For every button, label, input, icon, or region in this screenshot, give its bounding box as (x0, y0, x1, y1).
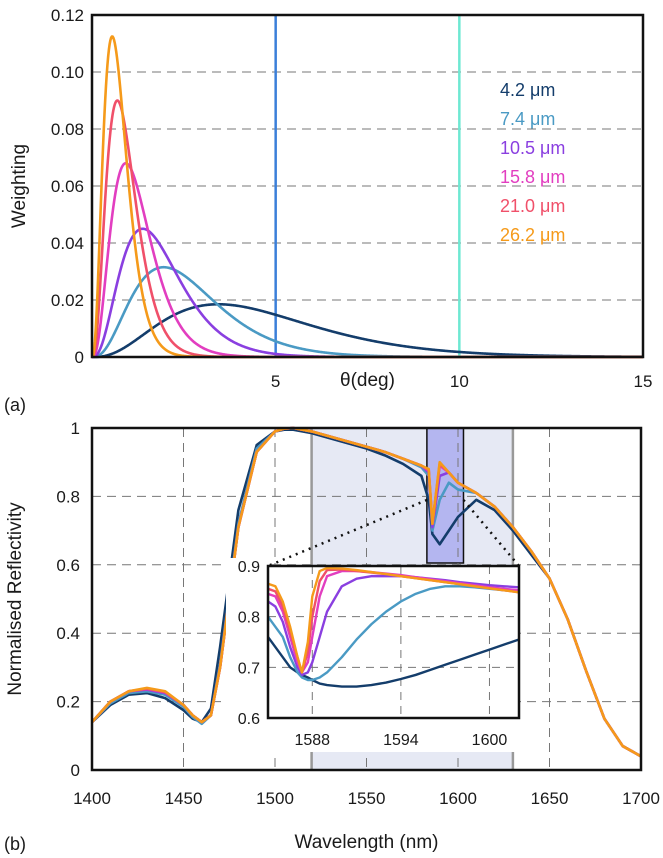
legend-entry: 15.8 μm (500, 167, 565, 187)
series-line-4.2 (268, 636, 519, 688)
y-tick-label: 1 (71, 419, 80, 438)
y-tick-label: 0.04 (51, 234, 84, 253)
y-tick-label: 0.4 (56, 624, 80, 643)
zoom-connector (267, 498, 428, 568)
y-tick-label: 0.8 (56, 487, 80, 506)
panel-b-label: (b) (4, 834, 26, 854)
plot-frame (90, 426, 643, 772)
x-tick-label: 5 (271, 372, 280, 391)
y-axis-label: Weighting (9, 144, 30, 228)
inset-label-pad (226, 558, 268, 726)
highlight-band (426, 427, 465, 564)
y-tick-label: 0 (71, 761, 80, 780)
y-tick-label: 0.08 (51, 120, 84, 139)
series-line-7.4 (268, 585, 519, 682)
panel-a-label: (a) (4, 395, 26, 415)
x-tick-label: 1450 (165, 789, 203, 808)
inset-label-pad (268, 718, 519, 752)
legend-entry: 4.2 μm (500, 80, 555, 100)
panel-a-chart: 0 0.02 0.04 0.06 0.08 0.10 0.12 5 10 15 4.2 μm 7.4 … (9, 6, 652, 391)
x-tick-label: 1600 (439, 789, 477, 808)
y-axis-label: Normalised Reflectivity (5, 502, 26, 696)
x-tick-label: 1550 (348, 789, 386, 808)
y-tick-label: 0.7 (238, 660, 260, 677)
x-tick-label: 1650 (531, 789, 569, 808)
x-tick-label: 1588 (294, 732, 330, 749)
x-tick-label: 1600 (472, 732, 508, 749)
y-tick-label: 0.8 (238, 610, 260, 627)
series-line-10.5 (91, 227, 644, 359)
legend-entry: 26.2 μm (500, 225, 565, 245)
x-tick-label: 1400 (73, 789, 111, 808)
series-line-26.2 (268, 566, 519, 674)
plot-frame (90, 13, 645, 359)
x-tick-label: 1594 (383, 732, 419, 749)
series-line-26.2 (91, 426, 642, 758)
y-tick-label: 0.12 (51, 6, 84, 25)
x-axis-label: Wavelength (nm) (295, 832, 439, 853)
x-tick-label: 1700 (622, 789, 660, 808)
x-axis-label: θ(deg) (340, 370, 395, 391)
legend-entry: 7.4 μm (500, 109, 555, 129)
y-tick-label: 0 (75, 348, 84, 367)
y-tick-label: 0.6 (56, 556, 80, 575)
zoom-connector (462, 499, 520, 567)
y-tick-label: 0.06 (51, 177, 84, 196)
series-line-4.2 (91, 302, 644, 359)
panel-b-inset-chart: 0.6 0.7 0.8 0.9 1588 1594 1600 (226, 558, 521, 752)
y-tick-label: 0.6 (238, 711, 260, 728)
y-tick-label: 0.2 (56, 693, 80, 712)
series-line-4.2 (91, 428, 642, 758)
x-tick-label: 1500 (256, 789, 294, 808)
y-tick-label: 0.9 (238, 559, 260, 576)
legend-entry: 10.5 μm (500, 138, 565, 158)
y-tick-label: 0.02 (51, 291, 84, 310)
y-tick-label: 0.10 (51, 63, 84, 82)
legend-entry: 21.0 μm (500, 196, 565, 216)
x-tick-label: 15 (634, 372, 653, 391)
inset-frame (266, 564, 521, 720)
series-line-15.8 (91, 161, 644, 359)
x-tick-label: 10 (450, 372, 469, 391)
